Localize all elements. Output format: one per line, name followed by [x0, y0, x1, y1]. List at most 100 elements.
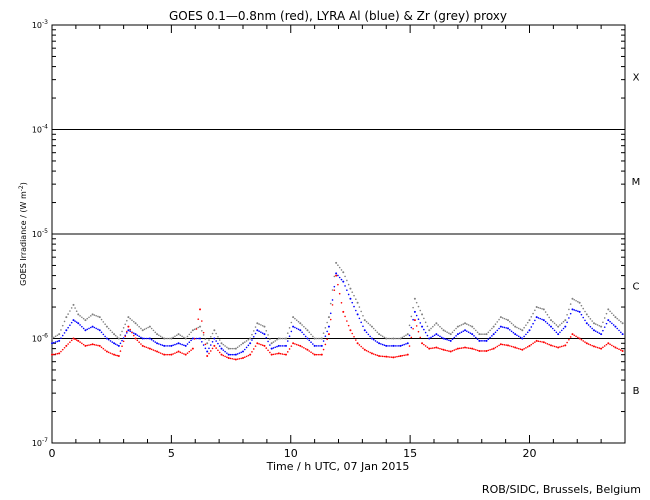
series-2-trace-dot [532, 342, 534, 345]
series-0-trace-dot [204, 338, 207, 340]
series-1-point [72, 319, 75, 322]
series-0-trace-dot [372, 327, 375, 330]
series-0-trace-dot [451, 331, 454, 334]
series-1-trace-dot [174, 343, 176, 346]
series-2-trace-dot [589, 344, 592, 346]
series-2-trace-dot [159, 352, 162, 354]
series-2-point [113, 353, 116, 356]
series-0-trace-dot [569, 303, 572, 305]
series-0-point [206, 342, 209, 345]
series-0-trace-dot [104, 323, 106, 326]
series-1-trace-dot [487, 338, 490, 340]
y-tick-label-4: 10-3 [32, 19, 48, 30]
series-1-trace-dot [526, 331, 529, 334]
series-0-trace-dot [317, 337, 320, 340]
series-0-trace-dot [303, 325, 305, 328]
series-0-trace-dot [324, 327, 327, 329]
series-1-trace-dot [217, 342, 219, 345]
series-1-point [65, 329, 68, 332]
series-0-point [263, 325, 266, 328]
series-1-trace-dot [138, 335, 140, 338]
series-0-point [242, 342, 244, 345]
series-0-trace-dot [338, 266, 341, 269]
series-0-trace-dot [89, 315, 92, 317]
series-0-trace-dot [584, 310, 586, 313]
series-1-point [449, 339, 452, 342]
series-2-trace-dot [186, 352, 189, 354]
series-1-trace-dot [605, 322, 608, 325]
series-1-trace-dot [591, 327, 593, 330]
series-0-trace-dot [116, 336, 119, 338]
series-0-trace-dot [383, 336, 386, 339]
series-2-point [163, 353, 166, 356]
series-0-trace-dot [240, 343, 243, 346]
series-2-trace-dot [116, 354, 119, 357]
series-0-trace-dot [455, 327, 457, 330]
series-1-point [549, 325, 552, 328]
series-0-point [464, 322, 467, 325]
series-2-point [77, 339, 80, 342]
series-1-trace-dot [281, 345, 284, 347]
series-1-trace-dot [301, 331, 303, 334]
series-0-point [220, 342, 223, 345]
series-1-point [349, 297, 352, 300]
series-1-trace-dot [168, 345, 171, 347]
x-tick-label-2: 10 [284, 447, 298, 460]
series-2-trace-dot [489, 348, 491, 351]
series-1-trace-dot [525, 333, 527, 336]
flare-class-label-b: B [633, 386, 640, 397]
series-2-trace-dot [175, 351, 178, 354]
series-2-point [514, 346, 517, 349]
series-1-point [421, 325, 424, 328]
series-2-trace-dot [93, 343, 96, 346]
series-2-trace-dot [183, 353, 185, 355]
series-2-trace-dot [295, 343, 298, 346]
series-0-trace-dot [611, 312, 613, 315]
series-1-trace-dot [260, 331, 262, 334]
series-2-point [578, 337, 581, 340]
series-1-trace-dot [204, 347, 207, 350]
series-1-trace-dot [516, 334, 518, 337]
series-1-point [621, 333, 624, 336]
series-1-trace-dot [317, 345, 320, 347]
series-0-trace-dot [510, 322, 513, 325]
series-0-trace-dot [358, 306, 361, 308]
series-0-trace-dot [301, 324, 303, 326]
series-0-trace-dot [132, 320, 135, 323]
series-1-point [435, 333, 438, 336]
series-1-trace-dot [121, 339, 123, 342]
series-0-point [600, 325, 603, 328]
series-1-trace-dot [136, 334, 139, 337]
series-1-trace-dot [175, 343, 178, 345]
series-1-trace-dot [109, 340, 112, 342]
series-0-point [492, 325, 495, 328]
series-1-trace-dot [403, 343, 405, 346]
series-1-trace-dot [355, 309, 357, 312]
series-0-point [528, 319, 531, 322]
series-2-trace-dot [415, 325, 418, 327]
series-0-trace-dot [226, 346, 228, 349]
series-0-point [98, 316, 101, 319]
series-1-trace-dot [555, 331, 558, 334]
series-1-trace-dot [539, 317, 542, 320]
series-1-trace-dot [573, 309, 576, 311]
series-1-trace-dot [469, 332, 472, 334]
series-1-trace-dot [474, 336, 477, 339]
series-1-point [113, 342, 116, 345]
series-1-trace-dot [195, 337, 198, 340]
series-2-point [199, 308, 202, 311]
series-2-trace-dot [487, 349, 490, 352]
series-2-trace-dot [102, 347, 105, 350]
series-2-trace-dot [453, 349, 456, 351]
series-0-trace-dot [541, 307, 543, 310]
series-1-trace-dot [618, 329, 620, 332]
series-1-trace-dot [111, 341, 114, 343]
series-0-trace-dot [122, 327, 125, 329]
series-1-trace-dot [190, 339, 192, 342]
series-1-trace-dot [286, 340, 289, 342]
series-2-point [378, 355, 381, 358]
series-2-point [220, 353, 223, 356]
series-0-point [585, 313, 588, 316]
series-0-trace-dot [591, 320, 593, 322]
series-1-trace-dot [587, 324, 590, 326]
